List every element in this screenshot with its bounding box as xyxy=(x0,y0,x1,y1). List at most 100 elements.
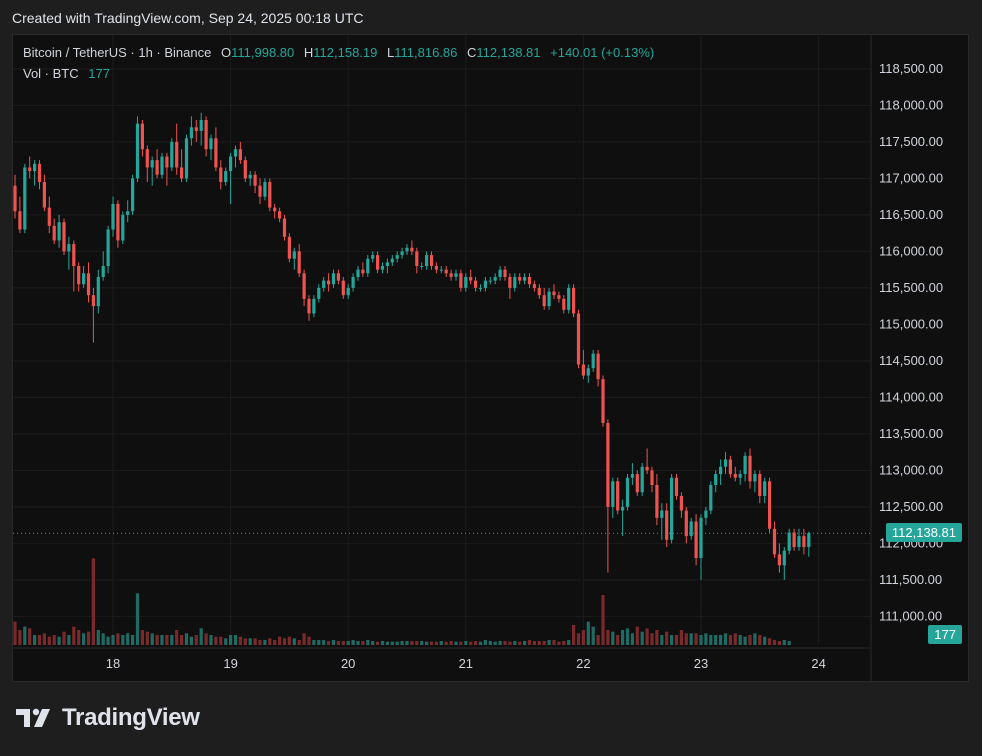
volume-bar xyxy=(155,635,159,645)
candle-body xyxy=(768,481,772,529)
volume-bar xyxy=(131,635,135,645)
volume-bar xyxy=(728,635,732,645)
volume-bar xyxy=(425,641,429,645)
candle-body xyxy=(630,474,634,478)
x-tick-label: 23 xyxy=(694,656,708,671)
volume-bar xyxy=(209,635,213,645)
volume-bar xyxy=(464,641,468,645)
volume-bar xyxy=(248,638,252,645)
candle-body xyxy=(194,127,198,131)
volume-bar xyxy=(86,631,91,645)
candle-body xyxy=(253,174,257,186)
candle-body xyxy=(346,287,350,296)
volume-bar xyxy=(287,636,291,645)
candle-body xyxy=(425,255,429,266)
candle-body xyxy=(459,273,463,288)
candle-body xyxy=(170,141,174,168)
candle-body xyxy=(601,379,605,423)
candle-body xyxy=(57,222,61,241)
candle-body xyxy=(121,214,125,241)
volume-bar xyxy=(331,640,336,645)
volume-bar xyxy=(390,641,394,645)
candle-body xyxy=(331,273,336,285)
volume-bar xyxy=(777,641,781,645)
candle-body xyxy=(723,459,728,467)
volume-tag: 177 xyxy=(928,625,962,644)
candle-body xyxy=(209,138,213,150)
volume-bar xyxy=(18,630,22,645)
candle-body xyxy=(772,528,777,555)
volume-bar xyxy=(772,640,777,645)
volume-bar xyxy=(723,633,728,645)
candle-body xyxy=(572,287,576,314)
volume-bar xyxy=(400,641,404,645)
candle-body xyxy=(135,123,140,179)
legend-volume: Vol · BTC 177 xyxy=(23,66,110,81)
volume-bar xyxy=(684,633,688,645)
volume-bar xyxy=(635,626,639,645)
x-tick-label: 18 xyxy=(106,656,120,671)
volume-bar xyxy=(483,640,487,645)
candle-body xyxy=(297,251,301,274)
candle-body xyxy=(410,247,414,252)
volume-bar xyxy=(557,641,561,645)
price-axis: 118,500.00 118,000.00 117,500.00 117,000.00… xyxy=(879,61,943,624)
volume-bar xyxy=(253,638,257,645)
volume-bar xyxy=(518,641,522,645)
volume-label[interactable]: Vol · BTC xyxy=(23,66,79,81)
volume-bar xyxy=(699,635,703,645)
candle-body xyxy=(704,510,708,518)
volume-bar xyxy=(180,635,184,645)
volume-bar xyxy=(768,638,772,645)
candle-body xyxy=(527,276,532,285)
volume-bar xyxy=(96,630,100,645)
volume-bar xyxy=(341,641,345,645)
candle-body xyxy=(327,280,331,285)
candle-body xyxy=(140,123,144,150)
volume-bar xyxy=(322,640,326,645)
chart-canvas[interactable]: 118,500.00 118,000.00 117,500.00 117,000.00… xyxy=(13,35,968,681)
candle-body xyxy=(116,203,120,241)
volume-bar xyxy=(523,641,527,645)
candle-body xyxy=(537,287,541,296)
volume-bar xyxy=(474,641,478,645)
chart-frame[interactable]: 118,500.00 118,000.00 117,500.00 117,000.00… xyxy=(12,34,969,682)
volume-bar xyxy=(782,640,786,645)
candle-body xyxy=(371,255,375,259)
volume-bar xyxy=(562,641,566,645)
volume-bar xyxy=(748,635,752,645)
volume-bar xyxy=(630,633,634,645)
candle-body xyxy=(655,485,659,518)
symbol-label[interactable]: Bitcoin / TetherUS · 1h · Binance xyxy=(23,45,212,60)
candle-body xyxy=(621,506,625,511)
volume-bar xyxy=(444,641,448,645)
volume-bar xyxy=(135,593,140,645)
volume-bar xyxy=(591,626,595,645)
candle-body xyxy=(640,466,644,493)
volume-bar xyxy=(282,638,287,645)
candle-body xyxy=(665,510,669,540)
candle-body xyxy=(807,533,811,548)
volume-bar xyxy=(508,641,512,645)
volume-bar xyxy=(645,628,649,645)
volume-bar xyxy=(601,595,605,645)
volume-bar xyxy=(351,640,355,645)
volume-bar xyxy=(243,638,247,645)
candle-body xyxy=(145,149,149,168)
tradingview-logo[interactable]: TradingView xyxy=(16,704,200,732)
candle-body xyxy=(96,276,100,307)
volume-bar xyxy=(116,633,120,645)
candle-body xyxy=(454,273,458,277)
volume-bar xyxy=(57,636,61,645)
volume-bar xyxy=(787,641,791,645)
volume-bar xyxy=(449,641,453,645)
time-axis: 18 19 20 21 22 23 24 xyxy=(106,656,826,671)
volume-bar xyxy=(395,641,399,645)
candle-body xyxy=(42,182,46,208)
volume-bar xyxy=(625,628,630,645)
volume-bar xyxy=(111,635,115,645)
y-tick-label: 114,500.00 xyxy=(879,353,943,368)
volume-bar xyxy=(513,641,517,645)
volume-bar xyxy=(140,630,144,645)
y-tick-label: 115,500.00 xyxy=(879,280,943,295)
